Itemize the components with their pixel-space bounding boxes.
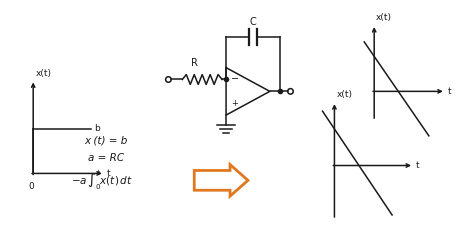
Text: −: − — [231, 75, 239, 84]
Text: x(t): x(t) — [36, 69, 52, 77]
Text: b: b — [94, 124, 100, 133]
Text: C: C — [249, 17, 256, 27]
Text: +: + — [231, 99, 238, 108]
Text: R: R — [191, 58, 198, 68]
Text: x(t): x(t) — [376, 13, 392, 22]
Text: $-a\,\int_0^t x(t)\,dt$: $-a\,\int_0^t x(t)\,dt$ — [71, 169, 133, 192]
Text: 0: 0 — [28, 182, 34, 191]
Text: x(t): x(t) — [337, 90, 352, 99]
Text: x (t) = b: x (t) = b — [84, 136, 128, 146]
Text: t: t — [107, 169, 110, 178]
Text: t: t — [416, 161, 419, 170]
Text: a = RC: a = RC — [88, 153, 124, 163]
Text: t: t — [448, 87, 451, 96]
